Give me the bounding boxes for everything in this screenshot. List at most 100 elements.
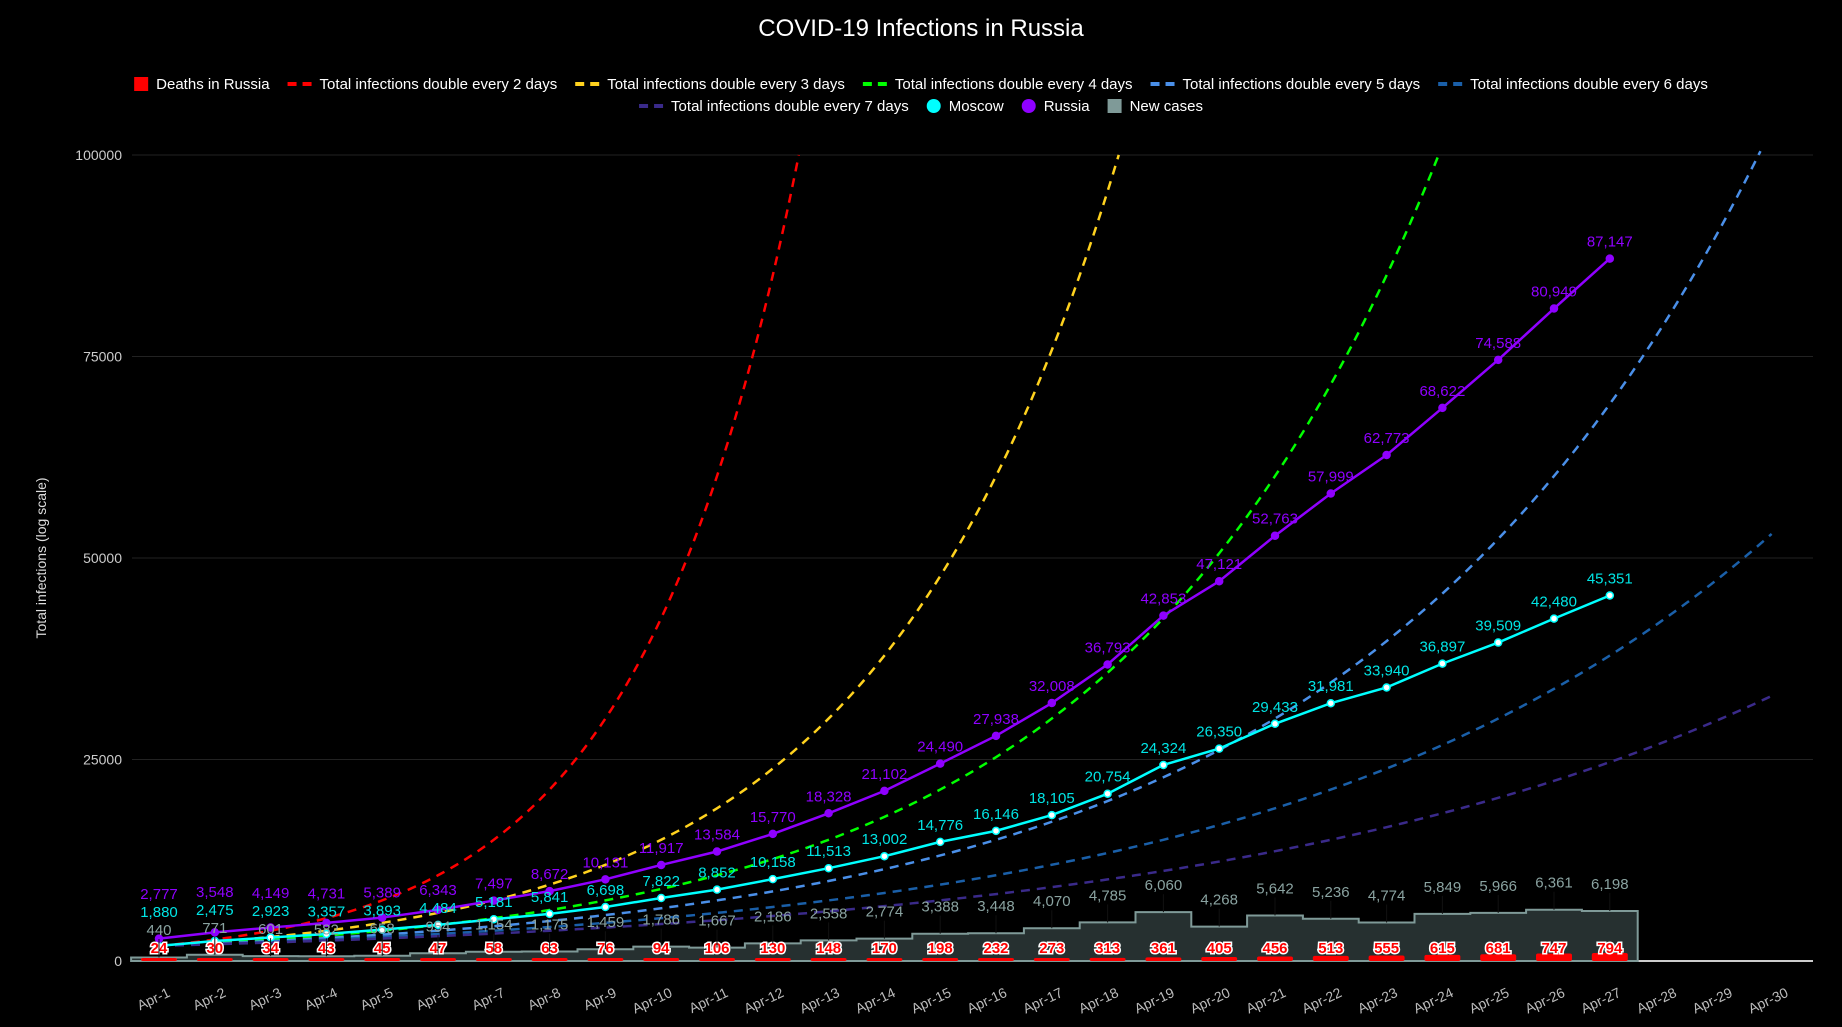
deaths-label: 794 — [1597, 940, 1623, 957]
moscow-point — [1605, 591, 1615, 600]
deaths-label: 361 — [1151, 940, 1176, 957]
new-cases-label: 658 — [370, 921, 395, 938]
legend-row: Deaths in Russia Total infections double … — [134, 76, 1708, 93]
moscow-point — [1270, 719, 1280, 729]
deaths-label: 456 — [1262, 940, 1287, 957]
moscow-point — [377, 925, 387, 934]
russia-point — [1549, 304, 1559, 313]
moscow-label: 20,754 — [1085, 769, 1131, 786]
deaths-label: 615 — [1430, 940, 1455, 957]
russia-label: 6,343 — [419, 882, 457, 899]
deaths-bar — [1033, 958, 1070, 961]
russia-label: 15,770 — [750, 809, 796, 826]
moscow-label: 36,897 — [1419, 639, 1465, 656]
y-tick-label: 100000 — [75, 147, 122, 163]
russia-point — [1493, 355, 1503, 365]
chart-title: COVID-19 Infections in Russia — [758, 15, 1084, 42]
deaths-bar — [1145, 957, 1182, 961]
russia-point — [1103, 660, 1112, 669]
legend-swatch-square — [1107, 99, 1122, 113]
new-cases-label: 6,060 — [1145, 877, 1183, 894]
moscow-label: 11,513 — [806, 843, 851, 860]
moscow-label: 45,351 — [1587, 570, 1633, 587]
russia-point — [712, 847, 722, 856]
deaths-bar — [252, 958, 289, 961]
russia-label: 62,773 — [1364, 430, 1410, 447]
moscow-label: 31,981 — [1308, 678, 1354, 695]
new-cases-label: 954 — [425, 918, 450, 935]
x-tick-label: Apr-25 — [1467, 984, 1512, 1016]
x-tick-label: Apr-8 — [525, 984, 563, 1013]
x-tick-label: Apr-14 — [853, 984, 898, 1016]
new-cases-label: 1,175 — [531, 917, 569, 934]
russia-point — [1382, 450, 1391, 460]
legend-swatch-dash — [877, 82, 887, 86]
x-tick-label: Apr-9 — [581, 984, 619, 1013]
moscow-point — [1549, 614, 1559, 623]
new-cases-label: 6,198 — [1591, 876, 1629, 893]
moscow-point — [712, 885, 722, 894]
moscow-label: 5,181 — [475, 894, 513, 911]
x-tick-label: Apr-27 — [1578, 984, 1623, 1016]
new-cases-label: 2,186 — [754, 908, 792, 925]
legend: Deaths in Russia Total infections double … — [134, 76, 1708, 115]
doubling-line-7-days — [158, 694, 1773, 948]
new-cases-label: 4,268 — [1200, 892, 1238, 909]
moscow-label: 42,480 — [1531, 594, 1577, 611]
moscow-point — [1493, 638, 1503, 647]
legend-swatch-square — [134, 77, 149, 91]
deaths-bar — [587, 958, 624, 961]
moscow-label: 26,350 — [1196, 724, 1242, 741]
moscow-label: 5,841 — [531, 889, 569, 906]
legend-label: Total infections double every 5 days — [1183, 76, 1421, 93]
moscow-point — [1214, 744, 1224, 753]
russia-point — [824, 809, 833, 818]
russia-label: 57,999 — [1308, 469, 1354, 486]
x-tick-label: Apr-10 — [630, 984, 675, 1016]
legend-label: Total infections double every 3 days — [607, 76, 845, 93]
legend-swatch-dash — [1453, 82, 1463, 86]
x-tick-label: Apr-16 — [964, 984, 1009, 1016]
russia-point — [433, 905, 443, 915]
deaths-bar — [1312, 955, 1349, 961]
new-cases-label: 4,070 — [1033, 893, 1071, 910]
y-tick-label: 25000 — [83, 752, 122, 768]
russia-label: 7,497 — [475, 876, 513, 893]
new-cases-label: 5,236 — [1312, 884, 1350, 901]
russia-label: 11,917 — [639, 840, 684, 857]
moscow-point — [1103, 789, 1112, 798]
x-tick-label: Apr-12 — [741, 984, 786, 1016]
moscow-label: 4,484 — [419, 900, 457, 917]
new-cases-label: 3,388 — [921, 899, 959, 916]
legend-swatch-dash — [862, 82, 872, 86]
russia-label: 5,389 — [363, 885, 401, 902]
russia-point — [656, 860, 666, 870]
deaths-label: 681 — [1486, 940, 1511, 957]
russia-label: 8,672 — [531, 866, 569, 883]
russia-point — [489, 896, 499, 905]
x-tick-label: Apr-15 — [909, 984, 954, 1016]
deaths-label: 273 — [1039, 940, 1064, 957]
deaths-label: 130 — [760, 940, 785, 957]
moscow-label: 16,146 — [973, 806, 1019, 823]
russia-label: 68,622 — [1419, 383, 1465, 400]
moscow-label: 6,698 — [587, 882, 625, 899]
deaths-bar — [1089, 957, 1126, 961]
y-tick-label: 75000 — [83, 349, 122, 365]
deaths-label: 232 — [983, 940, 1008, 957]
new-cases-label: 582 — [314, 921, 339, 938]
deaths-bar — [978, 958, 1014, 961]
x-tick-label: Apr-6 — [413, 984, 451, 1013]
new-cases-label: 1,154 — [475, 917, 513, 934]
new-cases-label: 771 — [202, 920, 227, 937]
deaths-bar — [1201, 956, 1238, 961]
russia-label: 36,793 — [1085, 639, 1131, 656]
deaths-label: 170 — [872, 940, 897, 957]
deaths-bar — [922, 958, 959, 961]
deaths-bar — [1424, 954, 1461, 961]
legend-swatch-dash — [590, 82, 600, 86]
moscow-point — [322, 929, 331, 939]
legend-swatch-dash — [1165, 82, 1175, 86]
moscow-point — [768, 874, 778, 884]
legend-swatch-circle — [926, 99, 941, 113]
